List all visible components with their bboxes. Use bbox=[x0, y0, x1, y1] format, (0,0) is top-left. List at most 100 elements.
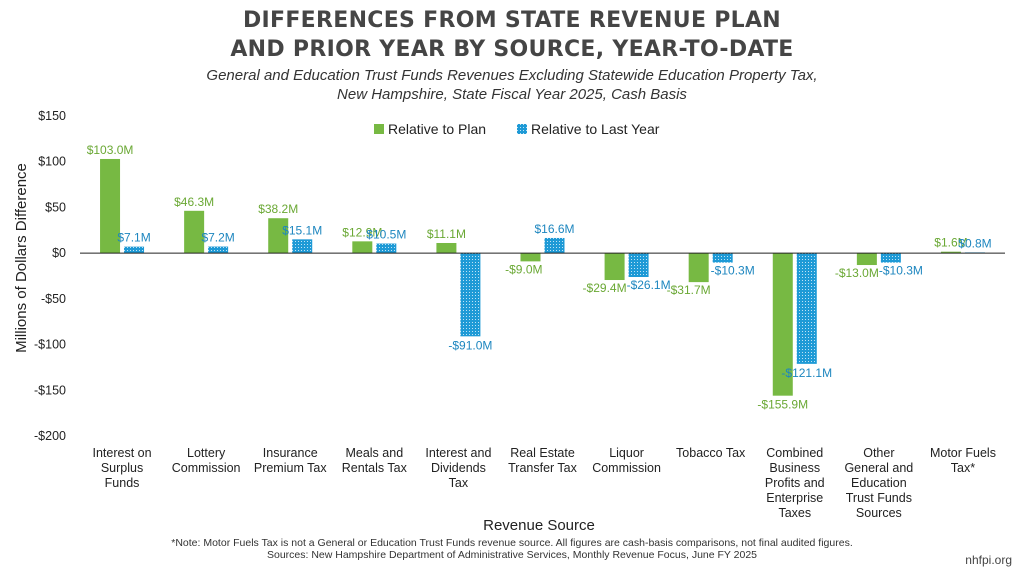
legend-swatch-last-year bbox=[517, 124, 527, 134]
category-label: Funds bbox=[105, 476, 140, 490]
data-label-plan: $12.9M bbox=[342, 225, 382, 239]
data-label-plan: $103.0M bbox=[87, 143, 134, 157]
bar-relative-to-plan bbox=[772, 253, 793, 396]
category-label: Tax bbox=[449, 476, 469, 490]
data-label-plan: $46.3M bbox=[174, 195, 214, 209]
category-label: Rentals Tax bbox=[342, 461, 408, 475]
data-label-last-year: $16.6M bbox=[534, 222, 574, 236]
footnote-sources: Sources: New Hampshire Department of Adm… bbox=[266, 549, 758, 561]
y-tick-label: $0 bbox=[52, 246, 66, 260]
bar-relative-to-last-year bbox=[880, 253, 901, 263]
bar-relative-to-last-year bbox=[376, 243, 397, 254]
category-label: Profits and bbox=[765, 476, 825, 490]
category-label: Interest and bbox=[425, 446, 491, 460]
bar-relative-to-last-year bbox=[796, 253, 817, 364]
bar-relative-to-plan bbox=[856, 253, 877, 266]
category-label: Insurance bbox=[263, 446, 318, 460]
data-label-last-year: -$26.1M bbox=[627, 278, 671, 292]
bar-relative-to-last-year bbox=[628, 253, 649, 278]
footnote: *Note: Motor Fuels Tax is not a General … bbox=[0, 537, 1024, 561]
bar-relative-to-last-year bbox=[208, 246, 229, 254]
category-label: Combined bbox=[766, 446, 823, 460]
y-tick-label: $150 bbox=[38, 109, 66, 123]
chart-subtitle: General and Education Trust Funds Revenu… bbox=[0, 66, 1024, 104]
category-label: Surplus bbox=[101, 461, 143, 475]
data-label-last-year: $10.5M bbox=[366, 228, 406, 242]
category-label: Commission bbox=[172, 461, 241, 475]
bar-relative-to-plan bbox=[268, 218, 289, 254]
legend: Relative to Plan Relative to Last Year bbox=[374, 121, 660, 137]
y-tick-label: -$200 bbox=[34, 429, 66, 443]
bar-relative-to-last-year bbox=[460, 253, 481, 337]
category-label: Commission bbox=[592, 461, 661, 475]
category-label: Dividends bbox=[431, 461, 486, 475]
y-axis: $150 $100 $50 $0 -$50 -$100 -$150 -$200 bbox=[34, 109, 66, 443]
bar-relative-to-plan bbox=[520, 253, 541, 262]
category-label: Education bbox=[851, 476, 907, 490]
chart-title: DIFFERENCES FROM STATE REVENUE PLAN AND … bbox=[0, 6, 1024, 64]
bar-relative-to-last-year bbox=[712, 253, 733, 263]
chart-subtitle-line-2: New Hampshire, State Fiscal Year 2025, C… bbox=[337, 86, 687, 103]
data-label-plan: -$29.4M bbox=[583, 281, 627, 295]
bar-relative-to-plan bbox=[436, 242, 457, 254]
data-label-last-year: $7.2M bbox=[201, 231, 234, 245]
chart-title-line-1: DIFFERENCES FROM STATE REVENUE PLAN bbox=[242, 8, 782, 33]
y-tick-label: $50 bbox=[45, 200, 66, 214]
category-label: Lottery bbox=[187, 446, 226, 460]
data-label-plan: -$31.7M bbox=[667, 283, 711, 297]
bar-relative-to-last-year bbox=[124, 246, 145, 254]
data-label-plan: $1.6M bbox=[934, 236, 967, 250]
category-label: Liquor bbox=[609, 446, 644, 460]
data-label-plan: $38.2M bbox=[258, 202, 298, 216]
chart-subtitle-line-1: General and Education Trust Funds Revenu… bbox=[206, 67, 818, 84]
y-tick-label: -$50 bbox=[41, 292, 66, 306]
category-label: Real Estate bbox=[510, 446, 575, 460]
x-axis: Interest onSurplusFundsLotteryCommission… bbox=[93, 446, 996, 520]
y-tick-label: $100 bbox=[38, 155, 66, 169]
category-label: Sources bbox=[856, 506, 902, 520]
category-label: General and bbox=[844, 461, 913, 475]
category-label: Tobacco Tax bbox=[676, 446, 746, 460]
data-label-plan: -$155.9M bbox=[757, 398, 808, 412]
y-tick-label: -$100 bbox=[34, 338, 66, 352]
data-label-last-year: -$10.3M bbox=[711, 264, 755, 278]
category-label: Business bbox=[769, 461, 820, 475]
y-tick-label: -$150 bbox=[34, 383, 66, 397]
bar-relative-to-last-year bbox=[544, 237, 565, 254]
category-label: Transfer Tax bbox=[508, 461, 578, 475]
category-label: Interest on bbox=[93, 446, 152, 460]
data-label-last-year: -$91.0M bbox=[448, 338, 492, 352]
category-label: Meals and bbox=[345, 446, 403, 460]
data-label-plan: $11.1M bbox=[427, 227, 466, 241]
bar-relative-to-plan bbox=[100, 158, 121, 254]
data-label-plan: -$9.0M bbox=[505, 262, 542, 276]
data-label-last-year: $15.1M bbox=[282, 223, 322, 237]
category-label: Other bbox=[863, 446, 894, 460]
bar-relative-to-plan bbox=[604, 253, 625, 281]
category-label: Tax* bbox=[951, 461, 975, 475]
bar-relative-to-plan bbox=[940, 251, 961, 254]
bar-relative-to-last-year bbox=[292, 239, 313, 254]
data-label-last-year: -$10.3M bbox=[879, 264, 923, 278]
category-label: Motor Fuels bbox=[930, 446, 996, 460]
bar-relative-to-plan bbox=[184, 210, 205, 254]
bar-relative-to-plan bbox=[352, 241, 373, 254]
legend-swatch-plan bbox=[374, 124, 384, 134]
data-label-last-year: $7.1M bbox=[117, 231, 150, 245]
chart-title-line-2: AND PRIOR YEAR BY SOURCE, YEAR-TO-DATE bbox=[230, 37, 794, 62]
category-label: Taxes bbox=[778, 506, 811, 520]
legend-label-plan: Relative to Plan bbox=[388, 121, 486, 137]
bar-relative-to-plan bbox=[688, 253, 709, 283]
brand-url: nhfpi.org bbox=[965, 553, 1012, 567]
x-axis-title: Revenue Source bbox=[483, 517, 595, 534]
legend-label-last-year: Relative to Last Year bbox=[531, 121, 660, 137]
data-label-last-year: $0.8M bbox=[958, 236, 991, 250]
category-label: Premium Tax bbox=[254, 461, 327, 475]
data-labels: $103.0M $46.3M $38.2M $12.9M $11.1M -$9.0M -$2… bbox=[87, 143, 992, 412]
data-label-last-year: -$121.1M bbox=[781, 366, 832, 380]
bars bbox=[100, 158, 985, 396]
y-axis-title: Millions of Dollars Difference bbox=[13, 163, 30, 353]
data-label-plan: -$13.0M bbox=[835, 266, 879, 280]
category-label: Trust Funds bbox=[846, 491, 912, 505]
